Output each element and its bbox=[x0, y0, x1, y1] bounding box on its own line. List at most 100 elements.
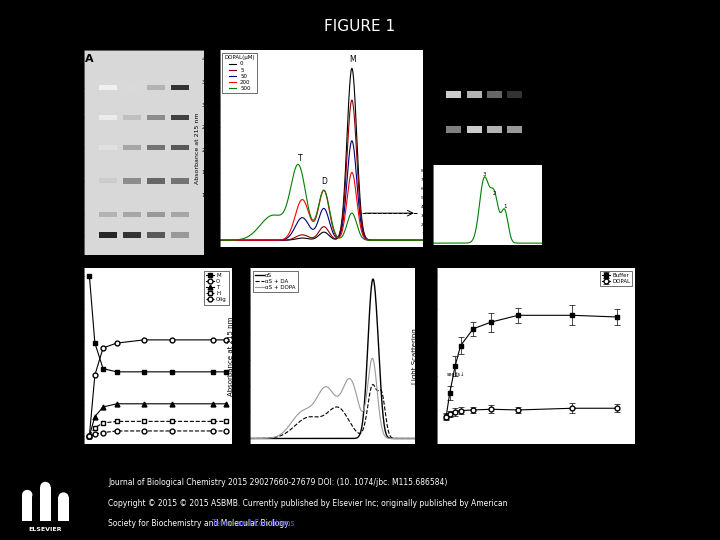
Y-axis label: Light Scattering: Light Scattering bbox=[412, 328, 418, 384]
O bbox=[99, 345, 107, 351]
O bbox=[222, 336, 230, 343]
Line: 5: 5 bbox=[220, 100, 423, 240]
Bar bbox=[467, 126, 482, 133]
5 bbox=[369, 237, 377, 244]
Bar bbox=[123, 178, 141, 184]
Y-axis label: Absorbance at 215 nm: Absorbance at 215 nm bbox=[228, 316, 234, 395]
Line: αS: αS bbox=[251, 279, 415, 438]
200 bbox=[307, 217, 316, 224]
T bbox=[99, 404, 107, 410]
Text: 2: 2 bbox=[493, 48, 496, 53]
Bar bbox=[147, 115, 165, 120]
50 bbox=[307, 226, 316, 232]
Bar bbox=[99, 145, 117, 150]
Line: Olig: Olig bbox=[87, 429, 229, 438]
Bar bbox=[99, 85, 117, 90]
T bbox=[140, 401, 148, 407]
200 bbox=[369, 237, 377, 244]
50 bbox=[348, 138, 356, 144]
Text: D: D bbox=[230, 251, 240, 261]
Olig bbox=[91, 431, 99, 437]
M bbox=[99, 366, 107, 372]
Text: kDa  total  1    2    3    / eluted fractions: kDa total 1 2 3 / eluted fractions bbox=[433, 40, 518, 44]
500 bbox=[419, 237, 428, 244]
αS + DA bbox=[324, 409, 333, 415]
M bbox=[91, 340, 99, 346]
T bbox=[167, 401, 176, 407]
Y-axis label: Total αS, %: Total αS, % bbox=[58, 336, 64, 375]
500 bbox=[294, 161, 302, 168]
X-axis label: Time (h): Time (h) bbox=[521, 458, 551, 464]
Text: T: T bbox=[298, 154, 303, 164]
Line: T: T bbox=[87, 401, 229, 438]
Text: 60: 60 bbox=[424, 63, 431, 69]
Olig bbox=[85, 433, 94, 439]
αS + DA bbox=[344, 416, 353, 422]
5 bbox=[348, 97, 356, 103]
Text: H: H bbox=[207, 83, 212, 92]
Bar bbox=[123, 115, 141, 120]
Text: kDa: kDa bbox=[71, 50, 84, 56]
Y-axis label: Absorbance at 215 nm: Absorbance at 215 nm bbox=[195, 113, 200, 185]
Bar bbox=[99, 232, 117, 238]
Text: A: A bbox=[85, 54, 94, 64]
Text: Terms and Conditions: Terms and Conditions bbox=[212, 519, 295, 529]
T bbox=[208, 401, 217, 407]
0 bbox=[307, 236, 316, 242]
Olig bbox=[167, 428, 176, 434]
αS + DOPA bbox=[335, 392, 343, 399]
Text: T: T bbox=[207, 113, 211, 122]
O bbox=[91, 372, 99, 379]
M bbox=[85, 273, 94, 279]
Bar bbox=[123, 232, 141, 238]
50 bbox=[369, 237, 377, 244]
H bbox=[222, 418, 230, 424]
5 bbox=[215, 237, 224, 244]
200 bbox=[251, 237, 260, 244]
Olig bbox=[222, 428, 230, 434]
H bbox=[99, 420, 107, 426]
Bar bbox=[147, 178, 165, 184]
αS + DA bbox=[369, 381, 377, 388]
αS + DA bbox=[335, 404, 343, 411]
O bbox=[140, 336, 148, 343]
Text: Copyright © 2015 © 2015 ASBMB. Currently published by Elsevier Inc; originally p: Copyright © 2015 © 2015 ASBMB. Currently… bbox=[108, 500, 508, 509]
50 bbox=[268, 237, 276, 244]
Line: M: M bbox=[87, 274, 229, 374]
αS + DA bbox=[246, 435, 255, 442]
Text: M: M bbox=[349, 55, 356, 64]
αS + DOPA bbox=[344, 376, 353, 382]
αS + DA bbox=[410, 435, 419, 442]
Bar bbox=[99, 178, 117, 184]
Bar bbox=[508, 126, 522, 133]
Bar bbox=[171, 85, 189, 90]
Text: 2: 2 bbox=[493, 191, 497, 195]
αS bbox=[410, 435, 419, 442]
Olig bbox=[112, 428, 121, 434]
Text: Society for Biochemistry and Molecular Biology.: Society for Biochemistry and Molecular B… bbox=[108, 519, 290, 529]
O bbox=[85, 433, 94, 439]
Circle shape bbox=[22, 490, 32, 500]
5 bbox=[251, 237, 260, 244]
Line: H: H bbox=[87, 419, 229, 438]
Bar bbox=[99, 115, 117, 120]
αS bbox=[344, 435, 353, 442]
αS + DOPA bbox=[381, 434, 390, 440]
500 bbox=[351, 218, 360, 224]
Bar bbox=[446, 126, 461, 133]
Bar bbox=[123, 85, 141, 90]
αS + DOPA bbox=[246, 435, 255, 442]
αS bbox=[324, 435, 333, 442]
O bbox=[208, 336, 217, 343]
H bbox=[208, 418, 217, 424]
Bar bbox=[147, 232, 165, 238]
Bar bbox=[171, 212, 189, 217]
T bbox=[112, 401, 121, 407]
Bar bbox=[487, 91, 502, 98]
αS bbox=[407, 435, 415, 442]
M bbox=[112, 369, 121, 375]
200 bbox=[215, 237, 224, 244]
αS + DOPA bbox=[368, 355, 377, 362]
H bbox=[85, 433, 94, 439]
Text: M: M bbox=[207, 231, 213, 239]
